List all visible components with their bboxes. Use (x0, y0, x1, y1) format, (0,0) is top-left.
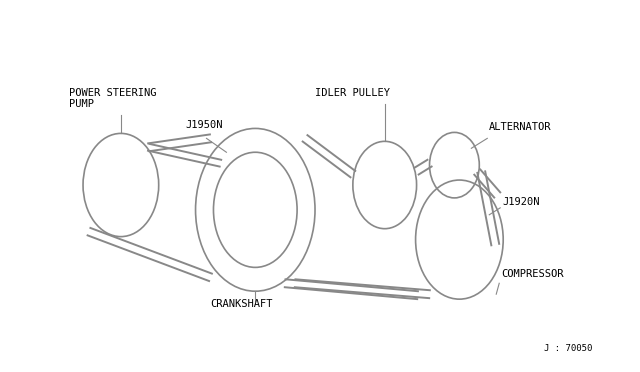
Text: J : 70050: J : 70050 (544, 344, 593, 353)
Text: J1950N: J1950N (186, 121, 223, 131)
Text: COMPRESSOR: COMPRESSOR (501, 269, 564, 279)
Text: PUMP: PUMP (69, 99, 94, 109)
Text: J1920N: J1920N (502, 197, 540, 207)
Text: CRANKSHAFT: CRANKSHAFT (211, 299, 273, 309)
Text: ALTERNATOR: ALTERNATOR (489, 122, 552, 132)
Text: IDLER PULLEY: IDLER PULLEY (315, 88, 390, 98)
Text: POWER STEERING: POWER STEERING (69, 88, 157, 98)
